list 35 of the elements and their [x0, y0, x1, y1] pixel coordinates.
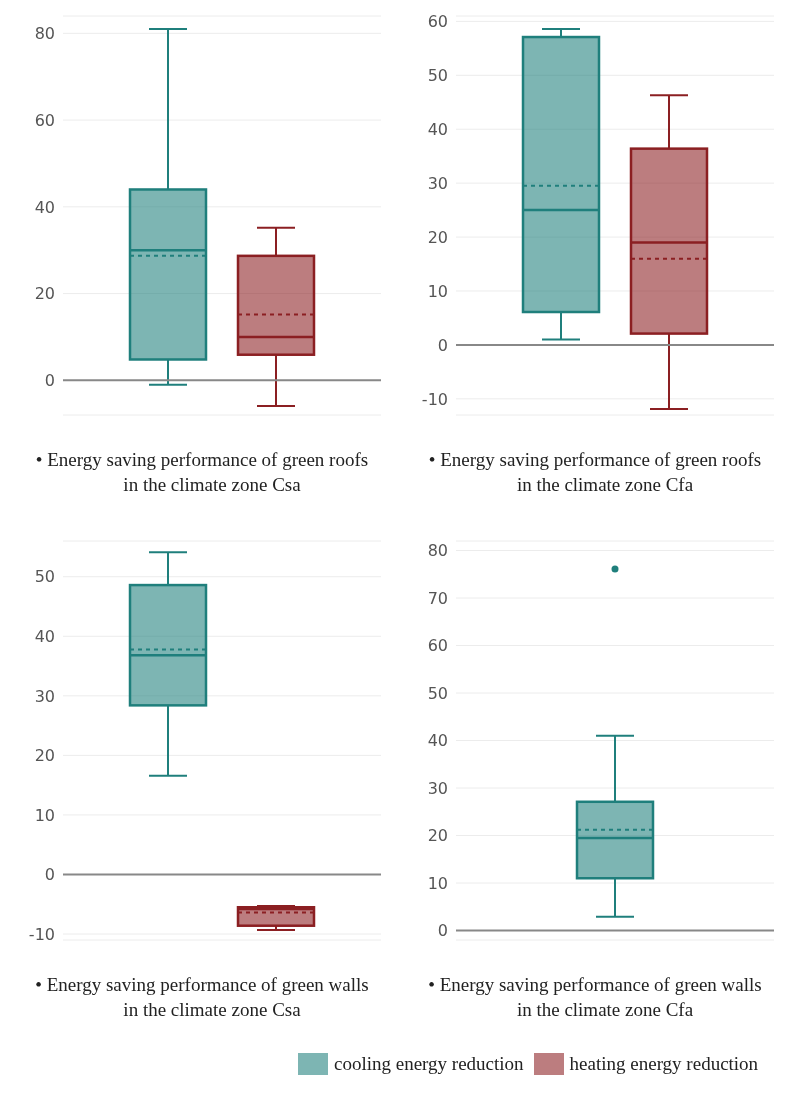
text: • Energy saving performance of green walls in the climate zone Csa: [34, 973, 370, 1022]
y-tick-label: 20: [34, 284, 55, 304]
y-tick-label: 30: [34, 686, 55, 706]
y-tick-label: 0: [44, 865, 55, 885]
legend-label: heating energy reduction: [569, 1053, 759, 1075]
y-tick-label: 0: [437, 335, 448, 355]
y-tick-label: 10: [427, 873, 448, 893]
text: • Energy saving performance of green roofs in the climate zone Csa: [34, 448, 370, 497]
y-tick-label: 30: [427, 778, 448, 798]
y-tick-label: -10: [421, 389, 448, 409]
y-tick-label: 70: [427, 588, 448, 608]
y-tick-label: 40: [427, 731, 448, 751]
y-tick-label: 40: [427, 119, 448, 139]
y-tick-label: 80: [427, 541, 448, 561]
text: • Energy saving performance of green walls in the climate zone Cfa: [427, 973, 763, 1022]
y-tick-label: 60: [427, 636, 448, 656]
y-tick-label: 50: [34, 567, 55, 587]
y-tick-label: 50: [427, 683, 448, 703]
y-tick-label: 40: [34, 626, 55, 646]
y-tick-label: 10: [34, 805, 55, 825]
y-tick-label: 60: [34, 110, 55, 130]
legend-label: cooling energy reduction: [334, 1053, 524, 1075]
y-tick-label: -10: [28, 924, 55, 944]
y-tick-label: 10: [427, 281, 448, 301]
y-tick-label: 30: [427, 173, 448, 193]
text: • Energy saving performance of green roofs in the climate zone Cfa: [427, 448, 763, 497]
y-tick-label: 50: [427, 65, 448, 85]
y-tick-label: 20: [427, 826, 448, 846]
y-tick-label: 60: [427, 12, 448, 32]
y-tick-label: 20: [427, 227, 448, 247]
y-tick-label: 0: [437, 921, 448, 941]
y-tick-label: 40: [34, 197, 55, 217]
y-tick-label: 20: [34, 746, 55, 766]
y-tick-label: 80: [34, 24, 55, 44]
y-tick-label: 0: [44, 370, 55, 390]
